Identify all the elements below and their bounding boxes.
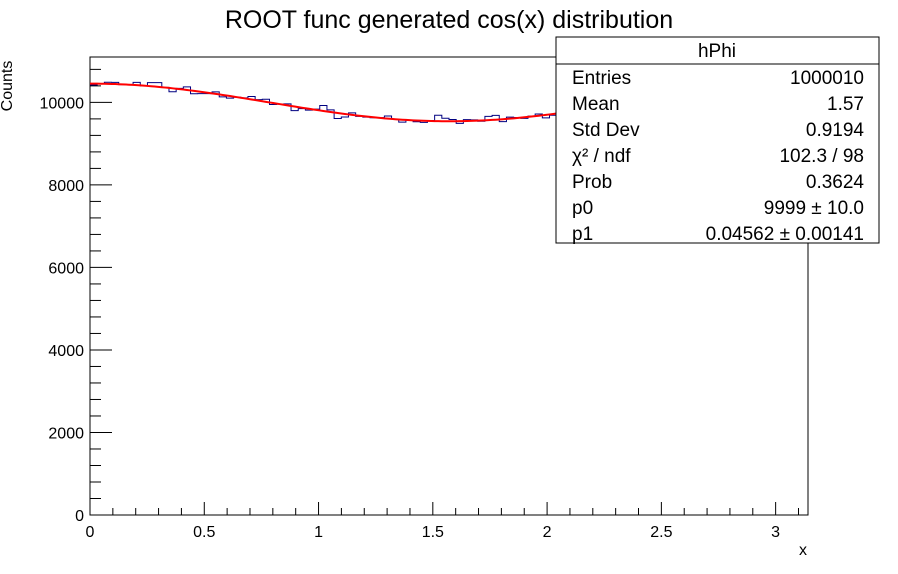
y-tick-label: 6000 (48, 260, 84, 277)
x-tick-label: 0.5 (193, 524, 215, 541)
x-tick-label: 1 (314, 524, 323, 541)
stats-row-value: 1.57 (827, 94, 864, 115)
stats-row-label: p0 (572, 198, 593, 219)
y-axis: 0 2000 4000 6000 8000 10000 (40, 68, 112, 525)
stats-box-frame (555, 36, 880, 244)
stats-row-value: 1000010 (790, 68, 864, 89)
stats-row-value: 0.3624 (806, 172, 865, 193)
stats-row-label: p1 (572, 224, 593, 245)
x-tick-label: 1.5 (422, 524, 444, 541)
stats-row-value: 0.04562 ± 0.00141 (706, 224, 864, 245)
stats-box-rows: Entries 1000010 Mean 1.57 Std Dev 0.9194 χ² / … (572, 68, 864, 245)
x-tick-label: 2 (543, 524, 552, 541)
x-axis-label: x (799, 542, 807, 559)
y-tick-label: 4000 (48, 343, 84, 360)
stats-row-label: Entries (572, 68, 631, 89)
plot-frame (89, 56, 809, 516)
stats-row-label: Std Dev (572, 120, 640, 141)
x-tick-label: 2.5 (650, 524, 672, 541)
stats-row-label: Prob (572, 172, 612, 193)
y-tick-label: 8000 (48, 178, 84, 195)
y-tick-label: 2000 (48, 425, 84, 442)
stats-row-value: 102.3 / 98 (779, 146, 864, 167)
x-axis: 0 0.5 1 1.5 2 2.5 3 (86, 502, 799, 541)
x-tick-label: 0 (86, 524, 95, 541)
stats-row-label: χ² / ndf (572, 146, 631, 167)
stats-row-value: 9999 ± 10.0 (764, 198, 864, 219)
stats-row-label: Mean (572, 94, 620, 115)
chart-title: ROOT func generated cos(x) distribution (225, 6, 673, 34)
stats-box: hPhi Entries 1000010 Mean 1.57 Std Dev 0.9194… (555, 36, 880, 245)
stats-row-value: 0.9194 (806, 120, 865, 141)
y-tick-label: 10000 (40, 95, 85, 112)
stats-box-title: hPhi (698, 41, 736, 62)
x-tick-label: 3 (771, 524, 780, 541)
y-axis-label: Counts (0, 61, 16, 112)
y-tick-label: 0 (75, 508, 84, 525)
